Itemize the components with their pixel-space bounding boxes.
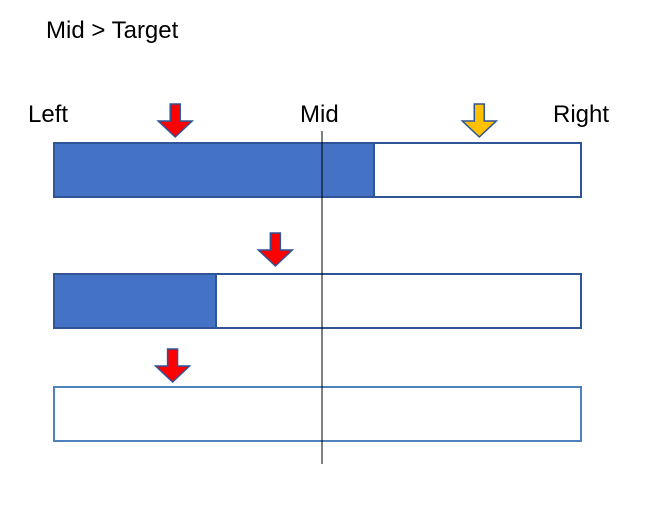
bar-fill — [53, 142, 375, 198]
bar-fill — [53, 273, 217, 329]
bar-outline — [53, 386, 582, 442]
diagram-title: Mid > Target — [46, 17, 179, 44]
orange-down-arrow-icon — [460, 103, 499, 139]
right-label: Right — [553, 101, 609, 128]
bar-1 — [53, 103, 582, 198]
red-down-arrow-icon — [153, 348, 192, 384]
mid-label: Mid — [300, 101, 339, 128]
red-down-arrow-icon — [156, 103, 195, 139]
red-down-arrow-icon — [256, 232, 295, 268]
bar-3 — [53, 348, 582, 442]
left-label: Left — [28, 101, 68, 128]
bar-2 — [53, 232, 582, 329]
bars-group — [53, 103, 582, 442]
